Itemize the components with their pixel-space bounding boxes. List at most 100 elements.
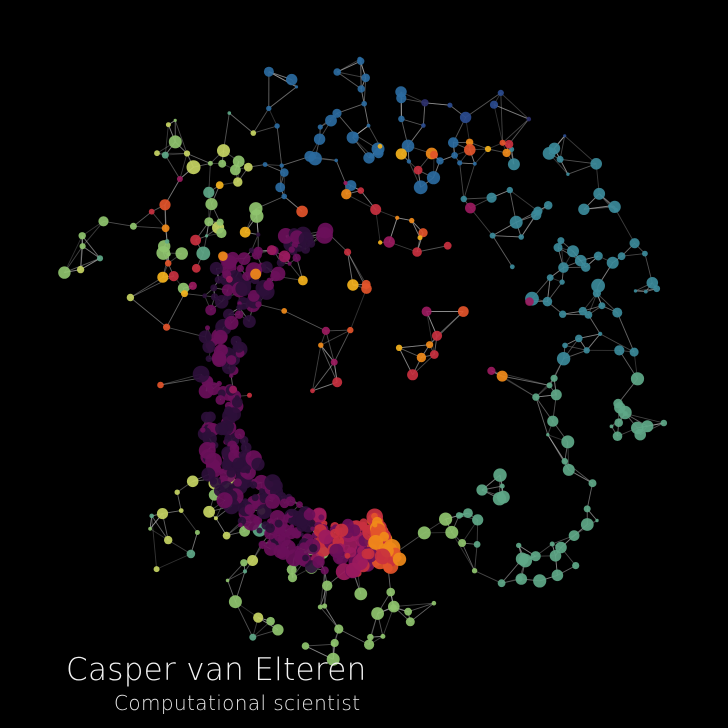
network-node (332, 108, 342, 118)
network-node (412, 247, 422, 257)
network-node (439, 512, 453, 526)
network-node (218, 251, 228, 261)
network-edge (166, 293, 185, 328)
network-node (354, 587, 368, 601)
network-node (347, 279, 359, 291)
network-node (325, 114, 337, 127)
network-edge (268, 108, 278, 127)
network-node (383, 563, 393, 573)
network-edge (346, 193, 376, 210)
network-node (227, 407, 241, 422)
network-node (550, 374, 558, 382)
network-edge (176, 492, 182, 511)
network-node (266, 616, 275, 626)
network-node (296, 501, 303, 508)
network-node (288, 516, 297, 526)
network-node (333, 68, 342, 76)
network-node (409, 217, 415, 224)
network-edge (424, 102, 450, 106)
network-edge (493, 104, 504, 143)
network-node (198, 330, 212, 344)
network-node (448, 137, 459, 148)
network-node (344, 248, 352, 256)
network-edge (535, 377, 555, 398)
network-node (129, 222, 137, 230)
network-node (612, 431, 623, 442)
network-edge (82, 245, 101, 259)
network-edge (80, 246, 84, 270)
network-node (249, 633, 257, 641)
network-node (205, 355, 213, 363)
network-node (247, 392, 252, 398)
network-edge (407, 602, 435, 613)
network-edge (252, 108, 270, 134)
network-node (248, 247, 255, 254)
network-node (568, 530, 580, 541)
network-node (201, 467, 216, 482)
network-node (207, 160, 213, 166)
network-node (550, 389, 562, 401)
network-edge (229, 112, 254, 134)
network-node (168, 271, 179, 282)
network-node (96, 255, 104, 262)
network-node (443, 241, 452, 250)
network-edge (319, 570, 326, 608)
network-edge (399, 344, 430, 349)
network-node (518, 234, 524, 240)
network-node (357, 187, 365, 194)
network-edge (338, 628, 370, 646)
network-node (175, 247, 188, 260)
network-node (484, 145, 492, 153)
network-node (216, 492, 233, 509)
network-node (76, 265, 85, 274)
network-node (347, 326, 354, 334)
network-node (222, 364, 228, 370)
network-node (472, 161, 477, 166)
network-node (401, 139, 415, 153)
network-node (218, 159, 227, 168)
network-edge (253, 125, 278, 134)
network-edge (509, 189, 539, 212)
network-edge (500, 92, 530, 120)
network-node (630, 372, 645, 386)
network-edge (305, 643, 334, 647)
network-node (447, 102, 453, 108)
network-node (232, 457, 244, 469)
network-edge (336, 71, 362, 90)
network-node (154, 150, 160, 157)
network-node (232, 155, 245, 168)
network-node (237, 301, 242, 306)
network-node (265, 523, 275, 533)
network-node (622, 411, 628, 417)
network-node (374, 548, 391, 565)
network-edge (399, 344, 430, 349)
network-node (279, 163, 284, 168)
network-node (367, 633, 374, 641)
network-edge (436, 311, 464, 337)
network-node (457, 160, 463, 166)
network-node (614, 345, 625, 356)
network-node (370, 204, 382, 215)
network-node (301, 244, 311, 254)
network-node (330, 358, 338, 366)
network-node (458, 539, 467, 547)
network-node (583, 505, 591, 513)
network-edge (492, 235, 522, 238)
network-node (404, 607, 412, 616)
network-node (556, 352, 571, 366)
network-node (278, 250, 291, 263)
network-node (173, 118, 177, 122)
network-node (253, 612, 264, 623)
network-node (281, 193, 288, 200)
network-node (264, 542, 278, 556)
network-node (459, 111, 472, 124)
network-node (345, 562, 361, 578)
network-edge (164, 154, 181, 180)
network-node (98, 216, 109, 227)
network-node (148, 526, 153, 531)
network-node (613, 398, 623, 409)
network-node (270, 270, 281, 282)
network-node (234, 395, 240, 401)
network-edge (349, 288, 367, 331)
network-node (595, 518, 599, 523)
